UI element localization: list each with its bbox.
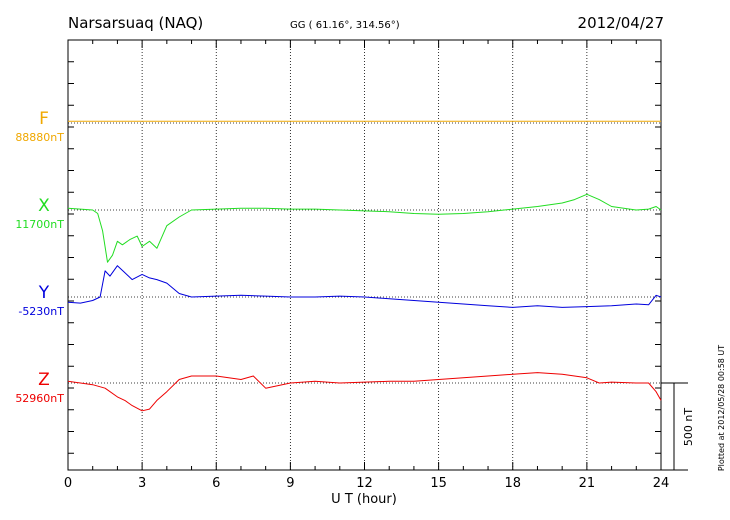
plot-date: 2012/04/27 xyxy=(578,14,664,32)
plot-frame xyxy=(67,39,662,471)
component-name-x: X xyxy=(38,196,50,216)
component-baseline-z: 52960nT xyxy=(15,392,64,405)
x-tick-label: 6 xyxy=(212,476,220,491)
x-tick-label: 12 xyxy=(356,476,373,491)
x-tick-label: 0 xyxy=(64,476,72,491)
x-tick-label: 21 xyxy=(579,476,596,491)
component-name-y: Y xyxy=(38,283,50,303)
series-line-z xyxy=(67,372,662,412)
component-baseline-y: -5230nT xyxy=(18,305,64,318)
component-baseline-f: 88880nT xyxy=(15,131,64,144)
series-lines xyxy=(67,120,662,412)
series-line-y xyxy=(67,265,662,308)
axis-ticks xyxy=(67,40,662,470)
component-baseline-x: 11700nT xyxy=(15,218,64,231)
series-line-x xyxy=(67,193,662,263)
x-tick-label: 3 xyxy=(138,476,146,491)
x-tick-label: 15 xyxy=(430,476,447,491)
component-name-f: F xyxy=(39,109,49,129)
station-coordinates: GG ( 61.16°, 314.56°) xyxy=(290,20,400,31)
scale-bar-label: 500 nT xyxy=(682,408,695,446)
plot-area xyxy=(67,39,662,471)
plotted-timestamp: Plotted at 2012/05/28 00:58 UT xyxy=(717,345,726,471)
scale-bar: 500 nT xyxy=(661,382,695,471)
x-axis-label: U T (hour) xyxy=(331,492,397,507)
station-title: Narsarsuaq (NAQ) xyxy=(68,14,203,32)
component-labels: F 88880nT X 11700nT Y -5230nT Z 52960nT xyxy=(15,109,64,405)
component-name-z: Z xyxy=(38,370,50,390)
x-tick-labels: 0 3 6 9 12 15 18 21 24 xyxy=(64,476,669,491)
x-tick-label: 24 xyxy=(653,476,670,491)
grid-lines xyxy=(141,40,588,470)
x-tick-label: 9 xyxy=(286,476,294,491)
x-tick-label: 18 xyxy=(504,476,521,491)
